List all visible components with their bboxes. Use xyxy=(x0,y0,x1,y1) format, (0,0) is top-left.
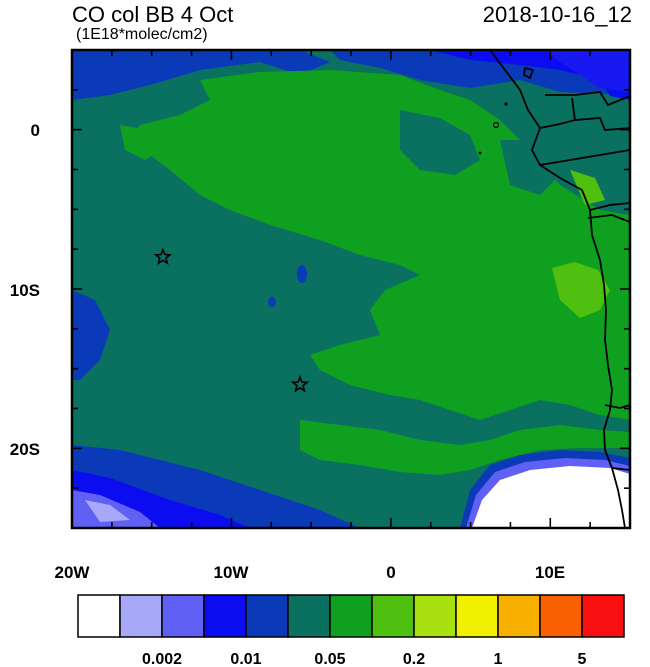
colorbar-swatch xyxy=(581,594,625,638)
coastline xyxy=(489,50,630,528)
lon-tick-labels: 20W 10W 0 10E xyxy=(55,563,566,582)
colorbar-swatch xyxy=(329,594,373,638)
colorbar xyxy=(77,594,625,638)
colorbar-swatch xyxy=(539,594,583,638)
lon-tick-label: 0 xyxy=(386,563,395,582)
colorbar-swatch xyxy=(161,594,205,638)
map-title: CO col BB 4 Oct xyxy=(72,2,234,27)
lon-tick-label: 10W xyxy=(214,563,250,582)
colorbar-swatch xyxy=(77,594,121,638)
colorbar-swatch xyxy=(497,594,541,638)
lat-tick-labels: 0 10S 20S xyxy=(10,121,40,459)
colorbar-swatch xyxy=(455,594,499,638)
colorbar-swatch xyxy=(371,594,415,638)
colorbar-swatch xyxy=(287,594,331,638)
colorbar-swatch xyxy=(119,594,163,638)
tick-marks xyxy=(71,49,631,529)
colorbar-label: 5 xyxy=(578,651,587,667)
colorbar-swatch xyxy=(203,594,247,638)
colorbar-swatch xyxy=(245,594,289,638)
lat-tick-label: 0 xyxy=(31,121,40,140)
marker-layer xyxy=(153,247,310,393)
colorbar-swatch xyxy=(413,594,457,638)
lon-tick-label: 20W xyxy=(55,563,91,582)
lat-tick-label: 20S xyxy=(10,440,40,459)
colorbar-label: 0.01 xyxy=(230,651,261,667)
star-marker xyxy=(290,374,310,393)
lon-tick-label: 10E xyxy=(535,563,565,582)
colorbar-label: 0.05 xyxy=(314,651,345,667)
lat-tick-label: 10S xyxy=(10,281,40,300)
colorbar-label: 1 xyxy=(494,651,503,667)
datetime-label: 2018-10-16_12 xyxy=(482,2,632,27)
colorbar-label: 0.2 xyxy=(403,651,425,667)
colorbar-label: 0.002 xyxy=(142,651,182,667)
colorbar-labels: 0.002 0.01 0.05 0.2 1 5 xyxy=(142,651,587,667)
co-field xyxy=(72,50,630,528)
star-marker xyxy=(153,247,173,266)
units-label: (1E18*molec/cm2) xyxy=(76,26,208,43)
